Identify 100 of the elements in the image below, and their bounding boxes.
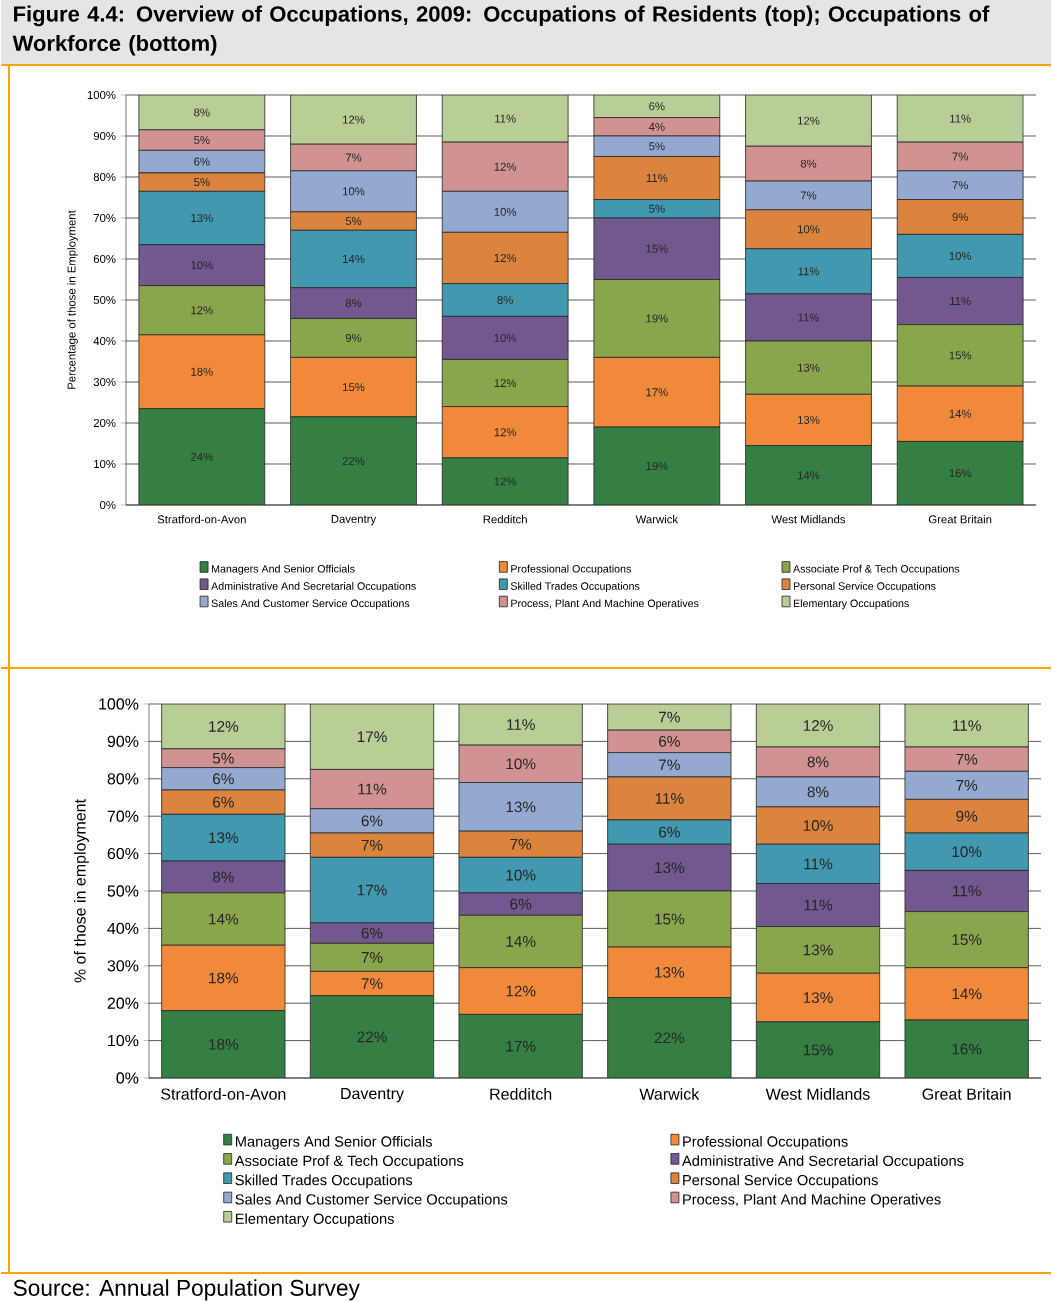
- y-tick-label: 0%: [116, 1072, 139, 1084]
- data-label: 13%: [798, 415, 820, 424]
- data-label: 7%: [345, 153, 362, 162]
- data-label: 7%: [361, 839, 383, 851]
- data-label: 13%: [803, 944, 833, 956]
- data-label: 24%: [191, 452, 213, 461]
- data-label: 9%: [345, 333, 362, 342]
- x-tick-label: Daventry: [341, 1088, 404, 1103]
- data-label: 8%: [807, 756, 829, 768]
- data-label: 16%: [952, 1043, 982, 1055]
- data-label: 11%: [953, 885, 981, 897]
- bar: [904, 704, 1029, 748]
- data-label: 12%: [191, 306, 213, 315]
- bar: [458, 704, 583, 746]
- data-label: 10%: [798, 225, 820, 234]
- data-label: 7%: [956, 753, 978, 765]
- legend-label: Process, Plant And Machine Operatives: [683, 1193, 941, 1208]
- data-label: 6%: [659, 735, 680, 747]
- bar: [309, 704, 435, 770]
- legend-label: Personal Service Occupations: [793, 582, 936, 592]
- y-tick-label: 20%: [107, 997, 139, 1009]
- data-label: 12%: [494, 162, 517, 171]
- y-tick-label: 40%: [107, 922, 139, 935]
- legend-label: Sales And Customer Service Occupations: [235, 1193, 508, 1208]
- data-label: 11%: [507, 719, 535, 730]
- data-label: 15%: [646, 244, 668, 253]
- data-label: 8%: [212, 871, 234, 883]
- data-label: 7%: [659, 711, 680, 723]
- data-label: 11%: [950, 114, 971, 123]
- data-label: 13%: [209, 832, 239, 844]
- data-label: 7%: [952, 181, 968, 190]
- data-label: 10%: [506, 758, 536, 770]
- bar: [607, 704, 732, 731]
- data-label: 8%: [807, 786, 829, 798]
- legend-label: Professional Occupations: [511, 564, 631, 575]
- x-tick-label: Redditch: [490, 1088, 552, 1100]
- data-label: 10%: [494, 333, 517, 342]
- data-label: 14%: [343, 255, 365, 263]
- source-note: Source: Annual Population Survey: [13, 1279, 360, 1301]
- data-label: 12%: [494, 253, 517, 262]
- x-tick-label: West Midlands: [771, 515, 846, 524]
- legend-label: Administrative And Secretarial Occupations: [211, 582, 416, 592]
- x-tick-label: Warwick: [639, 1088, 700, 1100]
- x-tick-label: Great Britain: [922, 1088, 1011, 1100]
- data-label: 11%: [798, 313, 820, 322]
- data-label: 17%: [357, 731, 387, 743]
- data-label: 11%: [953, 720, 981, 731]
- data-label: 17%: [506, 1040, 536, 1052]
- y-tick-label: 60%: [93, 254, 116, 263]
- y-tick-label: 10%: [94, 459, 116, 468]
- data-label: 10%: [191, 261, 213, 270]
- data-label: 7%: [361, 978, 383, 989]
- data-label: 8%: [497, 295, 513, 304]
- data-label: 6%: [361, 815, 383, 827]
- y-tick-label: 30%: [93, 377, 116, 386]
- data-label: 11%: [950, 297, 971, 305]
- y-tick-label: 70%: [93, 213, 116, 222]
- data-label: 8%: [800, 159, 817, 168]
- legend-label: Managers And Senior Officials: [235, 1135, 433, 1150]
- bar: [755, 704, 881, 748]
- y-tick-label: 80%: [93, 172, 116, 181]
- data-label: 13%: [798, 363, 820, 372]
- data-label: 6%: [510, 898, 532, 910]
- data-label: 5%: [194, 178, 210, 187]
- data-label: 6%: [649, 102, 665, 111]
- data-label: 15%: [803, 1044, 833, 1056]
- data-label: 12%: [343, 115, 365, 124]
- chart-title: Figure 4.4: Overview of Occupations, 2009: Occupations of Residents (top); Occupations of Workforce (bottom): [12, 5, 990, 56]
- data-label: 13%: [803, 992, 833, 1003]
- legend-label: Personal Service Occupations: [683, 1174, 878, 1189]
- data-label: 11%: [804, 899, 833, 911]
- data-label: 7%: [956, 779, 978, 791]
- data-label: 12%: [209, 721, 239, 732]
- legend-label: Elementary Occupations: [235, 1213, 394, 1227]
- data-label: 12%: [494, 428, 517, 437]
- y-tick-label: 90%: [93, 131, 116, 140]
- data-label: 16%: [949, 469, 972, 478]
- data-label: 18%: [209, 1038, 239, 1050]
- data-label: 8%: [345, 299, 362, 308]
- data-label: 12%: [803, 720, 833, 731]
- data-label: 12%: [798, 116, 820, 125]
- data-label: 13%: [191, 213, 213, 222]
- legend-label: Associate Prof & Tech Occupations: [234, 1155, 464, 1169]
- data-label: 10%: [506, 869, 536, 881]
- data-label: 9%: [952, 212, 968, 221]
- y-tick-label: 50%: [93, 295, 116, 304]
- data-label: 15%: [952, 934, 982, 946]
- legend-label: Managers And Senior Officials: [212, 564, 355, 575]
- data-label: 6%: [213, 796, 234, 808]
- data-label: 7%: [510, 838, 532, 850]
- y-axis-title: Percentage of those in Employment: [67, 210, 78, 389]
- data-label: 11%: [646, 174, 668, 182]
- y-tick-label: 0%: [100, 500, 116, 509]
- data-label: 6%: [361, 927, 383, 939]
- legend-label: Skilled Trades Occupations: [510, 582, 640, 592]
- y-tick-label: 20%: [93, 418, 116, 427]
- x-tick-label: Warwick: [635, 515, 679, 524]
- data-label: 18%: [209, 972, 239, 984]
- y-tick-label: 40%: [93, 336, 116, 345]
- y-tick-label: 90%: [107, 735, 139, 748]
